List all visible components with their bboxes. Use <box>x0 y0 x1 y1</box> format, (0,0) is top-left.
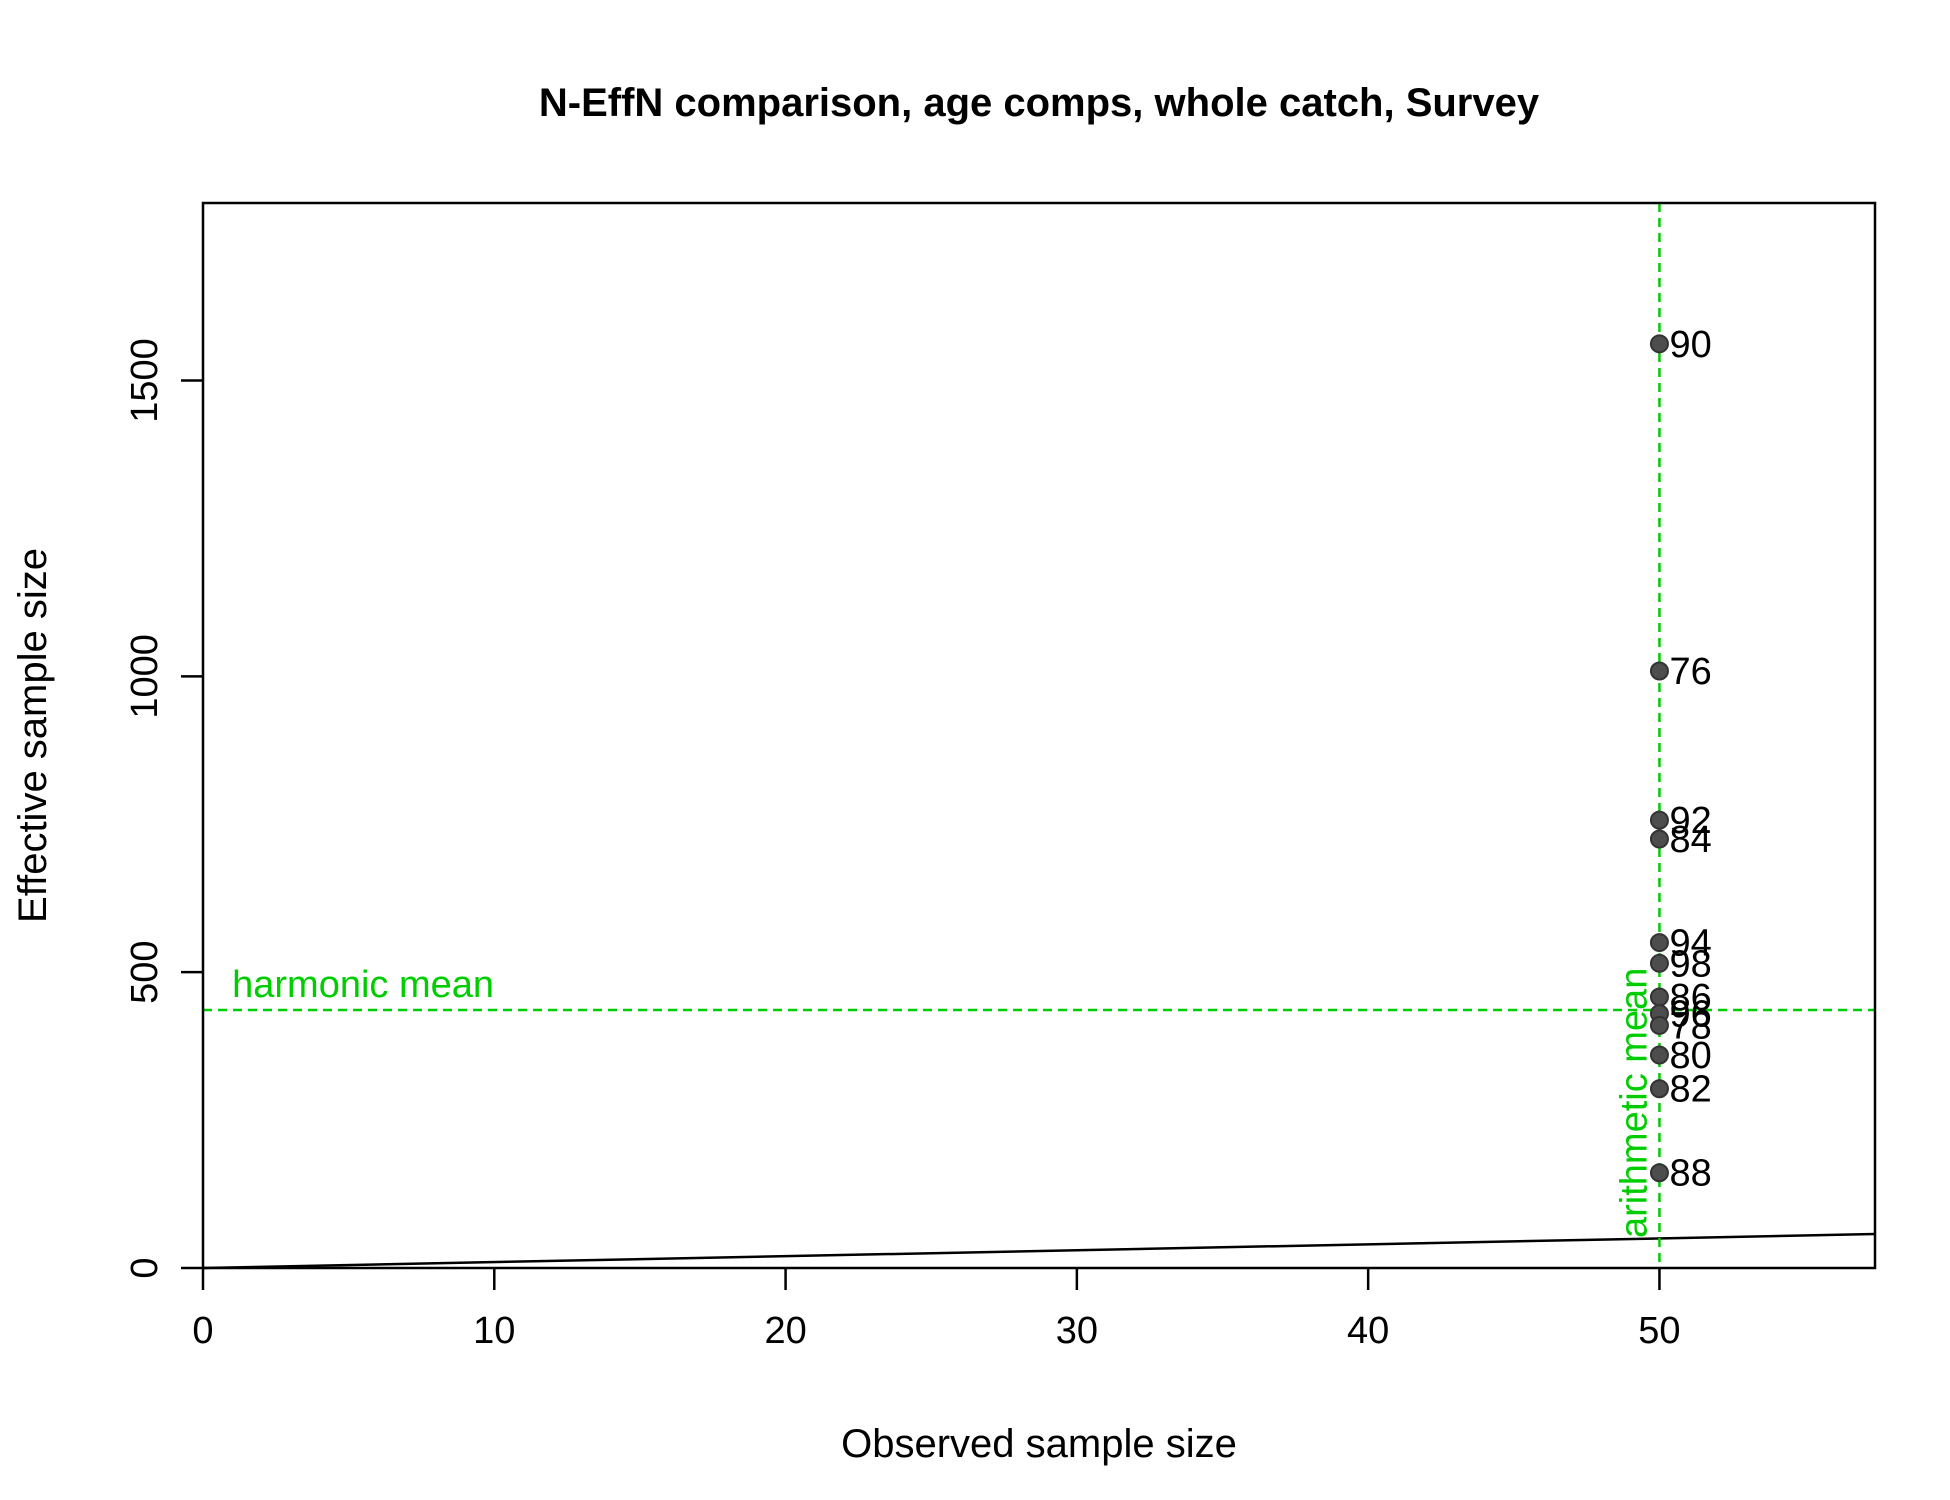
data-point <box>1649 1079 1669 1099</box>
x-tick-label: 30 <box>1056 1310 1098 1352</box>
data-point <box>1649 1163 1669 1183</box>
harmonic-mean-label: harmonic mean <box>232 964 494 1006</box>
point-label: 88 <box>1669 1153 1711 1195</box>
point-label: 86 <box>1669 977 1711 1019</box>
y-tick-label: 1500 <box>124 338 166 423</box>
arithmetic-mean-label: arithmetic mean <box>1613 968 1655 1238</box>
data-point <box>1649 933 1669 953</box>
data-point <box>1649 829 1669 849</box>
data-point <box>1649 1015 1669 1035</box>
y-axis-title: Effective sample size <box>11 548 55 923</box>
point-label: 82 <box>1669 1069 1711 1111</box>
x-tick-label: 40 <box>1347 1310 1389 1352</box>
point-label: 78 <box>1669 1005 1711 1047</box>
point-label: 98 <box>1669 943 1711 985</box>
chart-title: N-EffN comparison, age comps, whole catc… <box>539 81 1540 125</box>
x-tick-label: 0 <box>192 1310 213 1352</box>
x-tick-label: 20 <box>764 1310 806 1352</box>
reference-lines-layer: harmonic mean arithmetic mean <box>203 203 1875 1268</box>
point-label: 84 <box>1669 819 1711 861</box>
x-axis: 0 10 20 30 40 50 <box>192 1268 1681 1352</box>
one-to-one-line-layer <box>202 1232 1876 1270</box>
point-label: 90 <box>1669 324 1711 366</box>
point-label: 92 <box>1669 800 1711 842</box>
data-point <box>1649 661 1669 681</box>
data-point <box>1649 987 1669 1007</box>
x-tick-label: 10 <box>473 1310 515 1352</box>
x-axis-title: Observed sample size <box>841 1422 1237 1466</box>
point-label: 94 <box>1669 923 1711 965</box>
y-tick-label: 1000 <box>124 634 166 719</box>
y-tick-label: 500 <box>124 940 166 1003</box>
point-label: 80 <box>1669 1035 1711 1077</box>
x-tick-label: 50 <box>1638 1310 1680 1352</box>
y-axis: 0 500 1000 1500 <box>124 338 203 1279</box>
data-point <box>1649 953 1669 973</box>
point-label: 96 <box>1669 994 1711 1036</box>
y-tick-label: 0 <box>124 1257 166 1278</box>
data-point <box>1649 334 1669 354</box>
plot-frame <box>201 201 1877 1270</box>
data-point <box>1649 1045 1669 1065</box>
one-to-one-line <box>202 1232 1876 1270</box>
data-point <box>1649 810 1669 830</box>
point-label: 76 <box>1669 651 1711 693</box>
